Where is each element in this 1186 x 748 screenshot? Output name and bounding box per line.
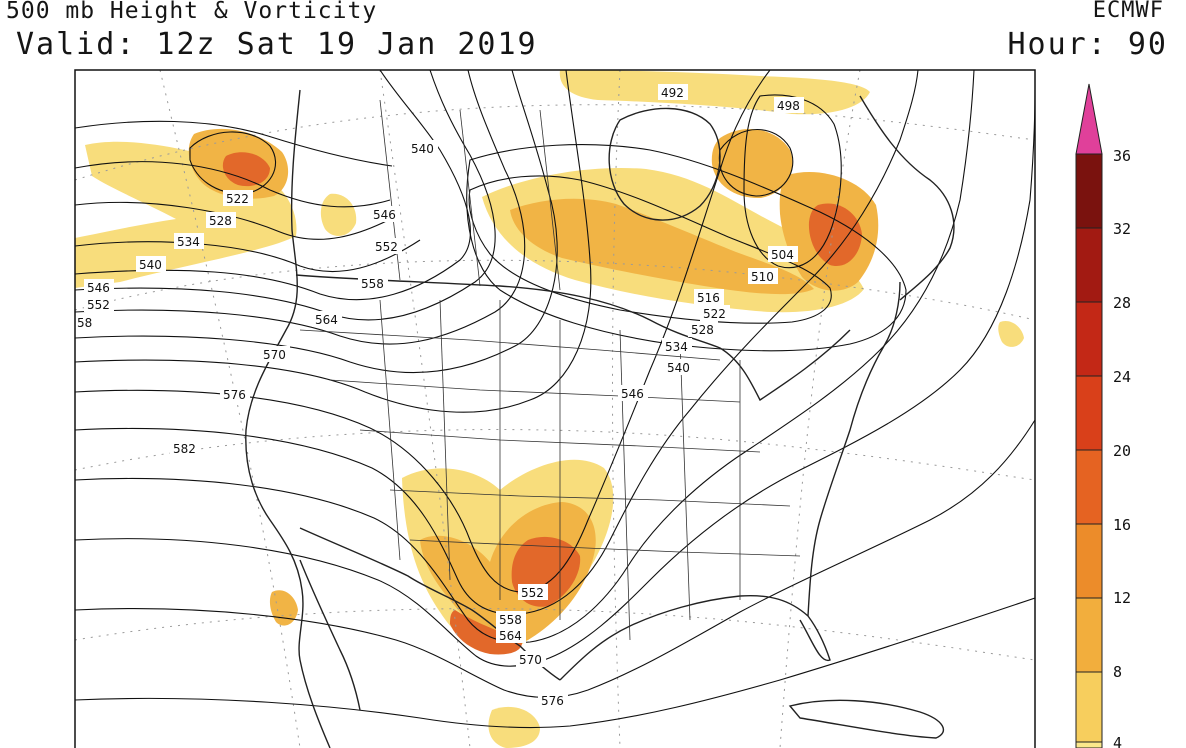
- pacific-coast: [245, 89, 331, 748]
- vort-hudson-low: [711, 128, 793, 199]
- contour-label: 564: [499, 629, 522, 643]
- colorbar-segment: [1075, 523, 1103, 599]
- valid-time: Valid: 12z Sat 19 Jan 2019: [16, 27, 538, 62]
- colorbar-tick-label: 28: [1113, 294, 1131, 312]
- contour-label-layer: 522 528 534 540 546 552 58 540 546 552 5…: [76, 84, 804, 708]
- colorbar-tick-label: 20: [1113, 442, 1131, 460]
- contour-label: 510: [751, 270, 774, 284]
- contour-label: 492: [661, 86, 684, 100]
- contour-label: 522: [226, 192, 249, 206]
- labrador-coast: [859, 95, 955, 301]
- contour-label: 582: [173, 442, 196, 456]
- colorbar-segment: [1075, 741, 1103, 748]
- vort-plains-mid: [420, 502, 596, 642]
- contour-label: 528: [209, 214, 232, 228]
- political-boundaries: [245, 89, 955, 748]
- map-title: 500 mb Height & Vorticity: [6, 0, 378, 24]
- contour-label: 58: [77, 316, 92, 330]
- contour-label: 552: [87, 298, 110, 312]
- vort-texas-tail: [450, 610, 523, 655]
- colorbar-segment: [1075, 449, 1103, 525]
- contour-label: 540: [411, 142, 434, 156]
- contour-label: 570: [263, 348, 286, 362]
- colorbar-segment: [1075, 153, 1103, 229]
- contour-label: 546: [87, 281, 110, 295]
- contour-label: 576: [541, 694, 564, 708]
- contour-label: 552: [375, 240, 398, 254]
- colorbar-tick-label: 36: [1113, 147, 1131, 165]
- contour-label: 522: [703, 307, 726, 321]
- contour-label: 534: [177, 235, 200, 249]
- contour-label: 546: [621, 387, 644, 401]
- model-name: ECMWF: [1092, 0, 1164, 23]
- colorbar-segment: [1075, 671, 1103, 743]
- hudson-bay: [608, 107, 721, 221]
- contour-label: 564: [315, 313, 338, 327]
- map-panel: 522 528 534 540 546 552 58 540 546 552 5…: [75, 70, 1035, 748]
- baja: [299, 559, 361, 711]
- colorbar-tick-label: 12: [1113, 589, 1131, 607]
- atlantic-coast: [807, 281, 901, 617]
- colorbar-segment: [1075, 227, 1103, 303]
- colorbar-tick-label: 32: [1113, 220, 1131, 238]
- contour-label: 534: [665, 340, 688, 354]
- contour-label: 576: [223, 388, 246, 402]
- contour-label: 546: [373, 208, 396, 222]
- colorbar-tick-label: 4: [1113, 734, 1122, 748]
- canada-us-border: [295, 274, 851, 402]
- contour-label: 516: [697, 291, 720, 305]
- colorbar-max-arrow: [1075, 83, 1103, 155]
- height-contours: [75, 70, 1035, 729]
- colorbar-segment: [1075, 597, 1103, 673]
- vort-quebec-core: [808, 203, 862, 267]
- colorbar-tick-label: 8: [1113, 663, 1122, 681]
- contour-label: 504: [771, 248, 794, 262]
- contour-label: 558: [361, 277, 384, 291]
- colorbar-tick-label: 16: [1113, 516, 1131, 534]
- colorbar-segment: [1075, 375, 1103, 451]
- contour-label: 540: [139, 258, 162, 272]
- gulf-coast: [559, 594, 831, 681]
- map-frame: [74, 69, 1036, 748]
- contour-label: 498: [777, 99, 800, 113]
- forecast-hour: Hour: 90: [1007, 27, 1168, 62]
- colorbar: 36 32 28 24 20 16 12 8 4: [1075, 83, 1131, 748]
- vort-pacific-low-core: [222, 152, 270, 187]
- contour-label: 570: [519, 653, 542, 667]
- contour-label: 540: [667, 361, 690, 375]
- vort-atlantic: [998, 320, 1024, 347]
- contour-label: 528: [691, 323, 714, 337]
- contour-label: 558: [499, 613, 522, 627]
- contour-label: 552: [521, 586, 544, 600]
- vort-bc-strip: [320, 193, 357, 236]
- colorbar-tick-label: 24: [1113, 368, 1131, 386]
- colorbar-segment: [1075, 301, 1103, 377]
- cuba: [788, 699, 945, 739]
